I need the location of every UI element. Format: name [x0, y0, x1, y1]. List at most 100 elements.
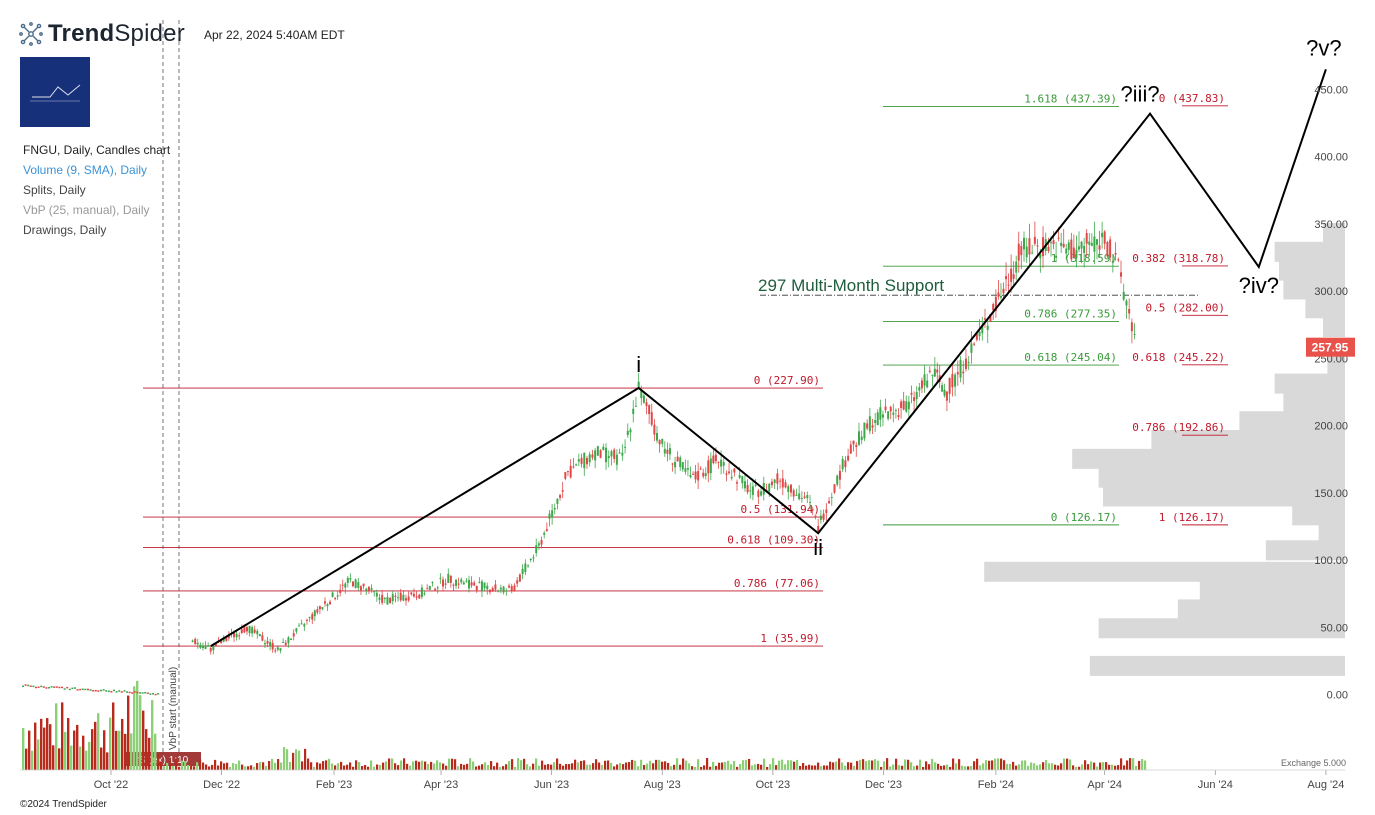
volume-bar	[670, 766, 673, 770]
legend-volume[interactable]: Volume (9, SMA), Daily	[23, 163, 148, 177]
volume-bar	[649, 760, 652, 770]
candle-body	[1122, 291, 1125, 300]
candle-body	[295, 628, 298, 632]
candle-body	[373, 591, 376, 593]
volume-bar	[796, 759, 799, 770]
candle-body	[113, 689, 115, 692]
volume-bar	[610, 762, 613, 770]
volume-bar	[1015, 765, 1018, 770]
candle-body	[825, 509, 828, 514]
volume-bar	[310, 762, 313, 770]
candle-body	[1083, 245, 1086, 254]
elliott-wave-path	[210, 68, 1327, 647]
volume-bar	[964, 766, 967, 770]
volume-bar	[205, 764, 208, 770]
candle-body	[967, 362, 970, 364]
candle-body	[787, 486, 790, 492]
volume-bar	[712, 761, 715, 770]
candle-body	[1033, 236, 1036, 244]
trendspider-logo: TrendSpider	[18, 20, 185, 48]
volume-bar	[907, 759, 910, 770]
volume-bar	[736, 766, 739, 770]
volume-bar	[847, 762, 850, 770]
candle-body	[607, 455, 610, 459]
candle-body	[220, 640, 223, 643]
candle-body	[588, 454, 591, 463]
volume-bar	[412, 761, 415, 770]
support-label: 297 Multi-Month Support	[758, 276, 944, 295]
candle-body	[436, 587, 439, 589]
candle-body	[1057, 237, 1060, 239]
volume-bar	[937, 763, 940, 770]
candle-body	[973, 343, 976, 345]
candle-body	[50, 686, 53, 688]
legend-title[interactable]: FNGU, Daily, Candles chart	[23, 143, 171, 157]
candle-body	[418, 594, 421, 599]
candle-body	[191, 640, 194, 642]
volume-bar	[139, 695, 142, 770]
volume-bar	[625, 762, 628, 770]
candle-body	[674, 461, 677, 468]
copyright-text: ©2024 TrendSpider	[20, 799, 107, 810]
volume-bar	[853, 765, 856, 770]
volume-bar	[985, 760, 988, 770]
volume-bar	[775, 765, 778, 770]
candle-body	[107, 690, 110, 693]
candle-body	[535, 545, 538, 554]
y-tick-label: 150.00	[1314, 488, 1348, 500]
volume-bar	[67, 718, 70, 770]
candle-body	[510, 586, 513, 592]
candle-body	[618, 452, 621, 454]
candle-body	[279, 648, 282, 651]
volume-bar	[79, 746, 82, 770]
candle-body	[233, 632, 236, 638]
candle-body	[819, 515, 822, 520]
volume-bar	[823, 765, 826, 770]
volume-bar	[1033, 763, 1036, 770]
candle-body	[334, 598, 337, 600]
volume-bar	[874, 759, 877, 770]
volume-bar	[58, 748, 61, 770]
fib1-label-2: 0.618 (109.30)	[727, 534, 820, 547]
volume-bar	[745, 760, 748, 770]
legend-splits[interactable]: Splits, Daily	[23, 183, 86, 197]
candle-body	[29, 685, 32, 687]
candle-body	[1120, 272, 1123, 277]
candle-body	[629, 429, 632, 433]
legend-vbp[interactable]: VbP (25, manual), Daily	[23, 203, 150, 217]
candle-body	[199, 644, 202, 648]
legend-drawings[interactable]: Drawings, Daily	[23, 223, 107, 237]
candle-body	[24, 684, 27, 686]
volume-bar	[628, 762, 631, 770]
candle-body	[378, 597, 381, 600]
volume-bar	[166, 762, 169, 770]
candle-body	[235, 633, 238, 638]
split-badge-label: rS (ex) 1:10	[136, 755, 189, 766]
volume-bar	[346, 764, 349, 770]
volume-bar	[925, 761, 928, 770]
y-tick-label: 200.00	[1314, 421, 1348, 433]
volume-bar	[490, 761, 493, 770]
volume-bar	[133, 686, 136, 770]
candle-body	[749, 490, 752, 492]
spider-logo-icon	[19, 22, 43, 46]
volume-bar	[274, 762, 277, 770]
volume-bar	[439, 762, 442, 770]
volume-bar	[580, 760, 583, 770]
volume-bar	[40, 718, 43, 770]
volume-bar	[574, 759, 577, 770]
candle-body	[84, 688, 87, 691]
candle-body	[599, 450, 602, 458]
volume-bar	[112, 702, 115, 770]
volume-bar	[52, 745, 55, 770]
candle-body	[1090, 243, 1093, 246]
candle-body	[999, 295, 1002, 298]
candle-body	[27, 684, 30, 687]
volume-bar	[676, 758, 679, 770]
candle-body	[841, 458, 844, 470]
volume-bar	[646, 763, 649, 770]
candle-body	[441, 579, 444, 587]
candle-body	[524, 563, 527, 573]
volume-bar	[571, 763, 574, 770]
